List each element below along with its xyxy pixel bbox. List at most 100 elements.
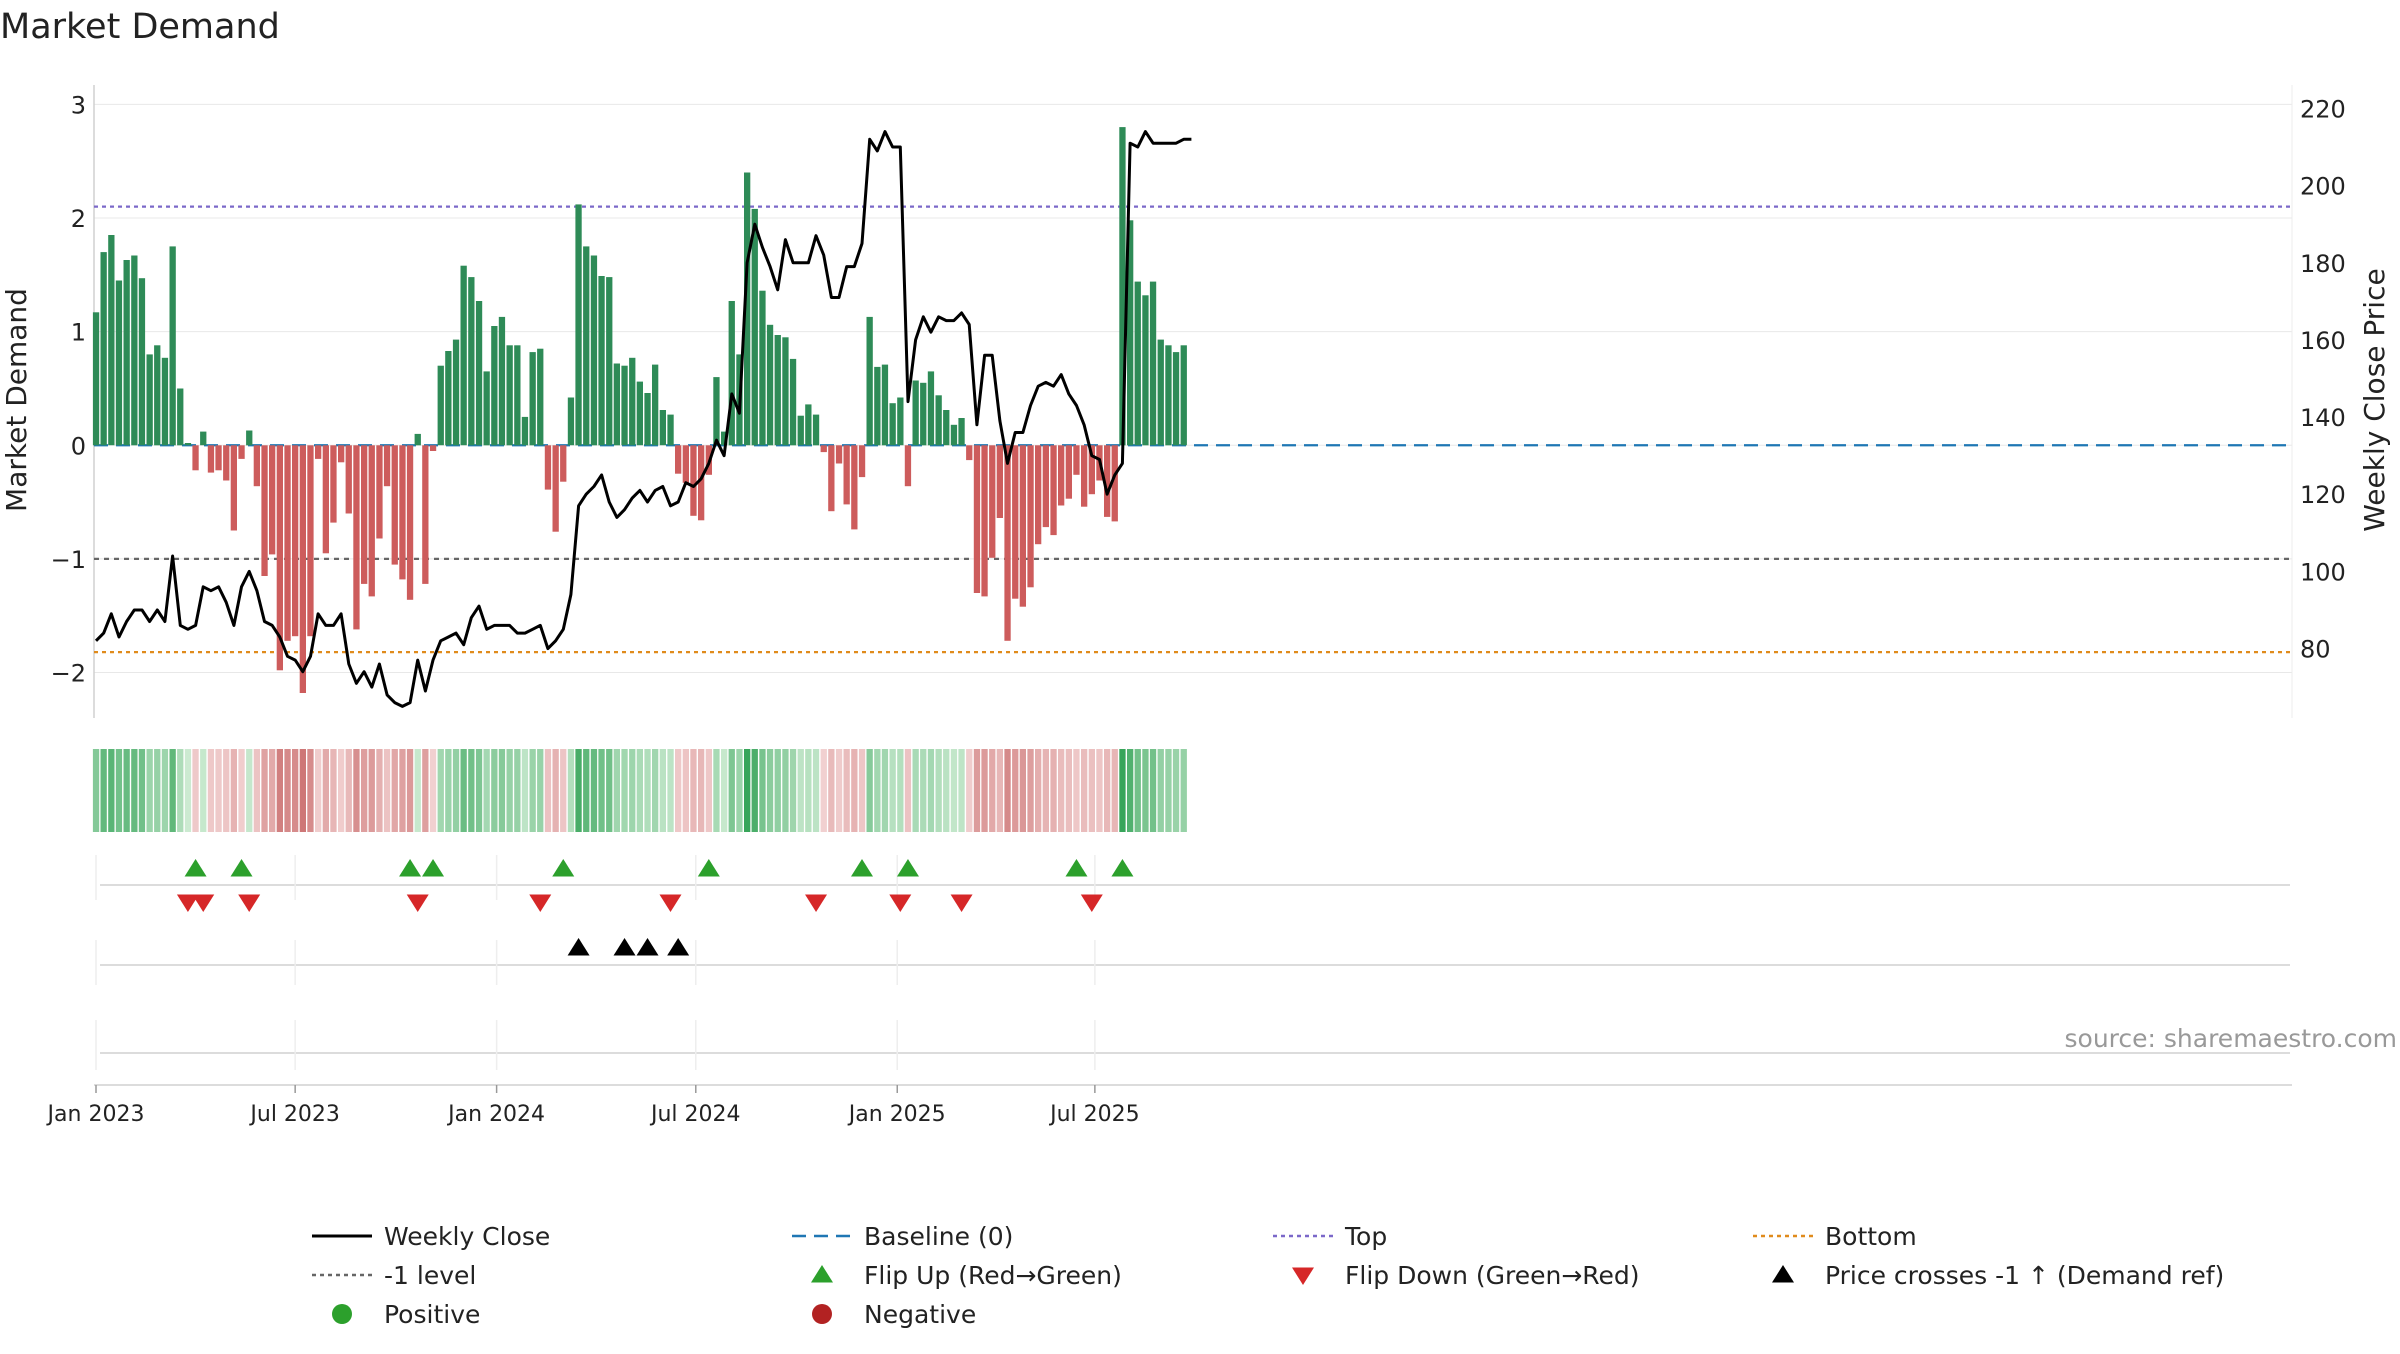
- demand-bar-49: [468, 277, 475, 446]
- demand-bar-57: [529, 352, 536, 446]
- demand-bar-66: [598, 276, 605, 446]
- demand-bar-69: [621, 365, 628, 446]
- x-tick-label-2: Jan 2024: [446, 1102, 545, 1127]
- heat-cell-65: [590, 749, 598, 832]
- heat-cell-127: [1065, 749, 1072, 832]
- legend-swatch-flip_down: [1292, 1267, 1314, 1285]
- legend-label-flip_down: Flip Down (Green→Red): [1345, 1261, 1640, 1290]
- heat-cell-46: [445, 749, 452, 832]
- y-tick-right-5: 120: [2300, 481, 2346, 509]
- heat-cell-120: [1012, 749, 1019, 832]
- demand-bar-142: [1180, 345, 1187, 446]
- flip-down-marker-4: [529, 894, 552, 912]
- heat-cell-113: [958, 749, 965, 832]
- heat-cell-136: [1134, 749, 1141, 832]
- heat-cell-100: [858, 749, 866, 832]
- demand-bar-73: [652, 364, 659, 446]
- heat-cell-117: [989, 749, 996, 832]
- flip-down-marker-6: [805, 894, 828, 912]
- demand-bar-130: [1088, 445, 1095, 495]
- heat-cell-54: [506, 749, 513, 832]
- demand-bar-100: [858, 445, 866, 478]
- flip-up-marker-0: [184, 859, 207, 877]
- flip-up-marker-1: [230, 859, 253, 877]
- demand-bars: [92, 127, 1187, 693]
- demand-bar-12: [184, 443, 192, 446]
- y-tick-left-4: −1: [51, 546, 86, 574]
- demand-bar-114: [966, 445, 973, 461]
- demand-bar-107: [912, 380, 919, 446]
- demand-bar-136: [1134, 281, 1141, 446]
- demand-bar-135: [1127, 220, 1134, 446]
- heat-cell-109: [927, 749, 935, 832]
- legend-label-weekly_close: Weekly Close: [384, 1222, 550, 1251]
- demand-bar-125: [1050, 445, 1057, 536]
- y-tick-right-6: 100: [2300, 558, 2346, 586]
- demand-bar-27: [299, 445, 306, 693]
- demand-bar-29: [315, 445, 322, 459]
- heat-cell-41: [406, 749, 414, 832]
- demand-bar-38: [383, 445, 391, 487]
- demand-bar-88: [766, 324, 774, 446]
- heat-cell-47: [452, 749, 460, 832]
- heat-cell-71: [636, 749, 643, 832]
- demand-bar-0: [92, 312, 100, 446]
- price-cross-marker-3: [667, 938, 690, 956]
- heat-cell-36: [368, 749, 375, 832]
- demand-bar-19: [238, 445, 245, 459]
- legend-item-negative: Negative: [812, 1300, 976, 1329]
- heat-cell-43: [422, 749, 429, 832]
- demand-bar-18: [230, 445, 237, 531]
- demand-bar-108: [920, 382, 927, 446]
- legend-item-weekly_close: Weekly Close: [312, 1222, 550, 1251]
- y-tick-right-7: 80: [2300, 636, 2331, 664]
- demand-bar-117: [989, 445, 996, 558]
- heat-cell-12: [184, 749, 192, 832]
- demand-bar-25: [284, 445, 291, 641]
- heat-cell-67: [606, 749, 613, 832]
- demand-bar-76: [675, 445, 682, 474]
- legend-item-positive: Positive: [332, 1300, 480, 1329]
- heat-cell-31: [330, 749, 337, 832]
- heat-cell-42: [414, 749, 421, 832]
- demand-bar-115: [973, 445, 981, 593]
- demand-bar-48: [460, 265, 467, 446]
- heat-cell-11: [177, 749, 184, 832]
- heat-cell-106: [904, 749, 912, 832]
- demand-bar-31: [330, 445, 337, 523]
- flip-up-marker-3: [422, 859, 445, 877]
- heat-cell-37: [376, 749, 383, 832]
- heat-cell-128: [1073, 749, 1080, 832]
- heat-cell-68: [613, 749, 620, 832]
- heat-cell-131: [1096, 749, 1103, 832]
- demand-bar-65: [590, 255, 598, 446]
- legend-swatch-flip_up: [811, 1265, 833, 1283]
- heat-cell-44: [429, 749, 437, 832]
- demand-bar-52: [491, 326, 498, 446]
- demand-bar-33: [345, 445, 352, 514]
- demand-bar-101: [866, 316, 873, 446]
- demand-bar-133: [1111, 445, 1118, 522]
- demand-bar-121: [1019, 445, 1026, 607]
- heat-cell-134: [1119, 749, 1126, 832]
- demand-bar-2: [108, 235, 115, 446]
- demand-bar-15: [207, 445, 215, 473]
- flip-up-marker-9: [1111, 859, 1134, 877]
- legend-item-bottom: Bottom: [1753, 1222, 1917, 1251]
- heat-cell-53: [498, 749, 506, 832]
- heat-cell-139: [1157, 749, 1164, 832]
- demand-bar-67: [606, 277, 613, 446]
- y-tick-right-2: 180: [2300, 250, 2346, 278]
- demand-bar-10: [169, 246, 176, 446]
- heat-cell-101: [866, 749, 873, 832]
- heat-cell-137: [1142, 749, 1149, 832]
- heat-cell-13: [192, 749, 199, 832]
- y-tick-right-4: 140: [2300, 404, 2346, 432]
- demand-bar-127: [1065, 445, 1072, 499]
- heat-cell-29: [315, 749, 322, 832]
- demand-bar-140: [1165, 345, 1172, 446]
- heat-cell-116: [981, 749, 988, 832]
- demand-bar-61: [560, 445, 567, 482]
